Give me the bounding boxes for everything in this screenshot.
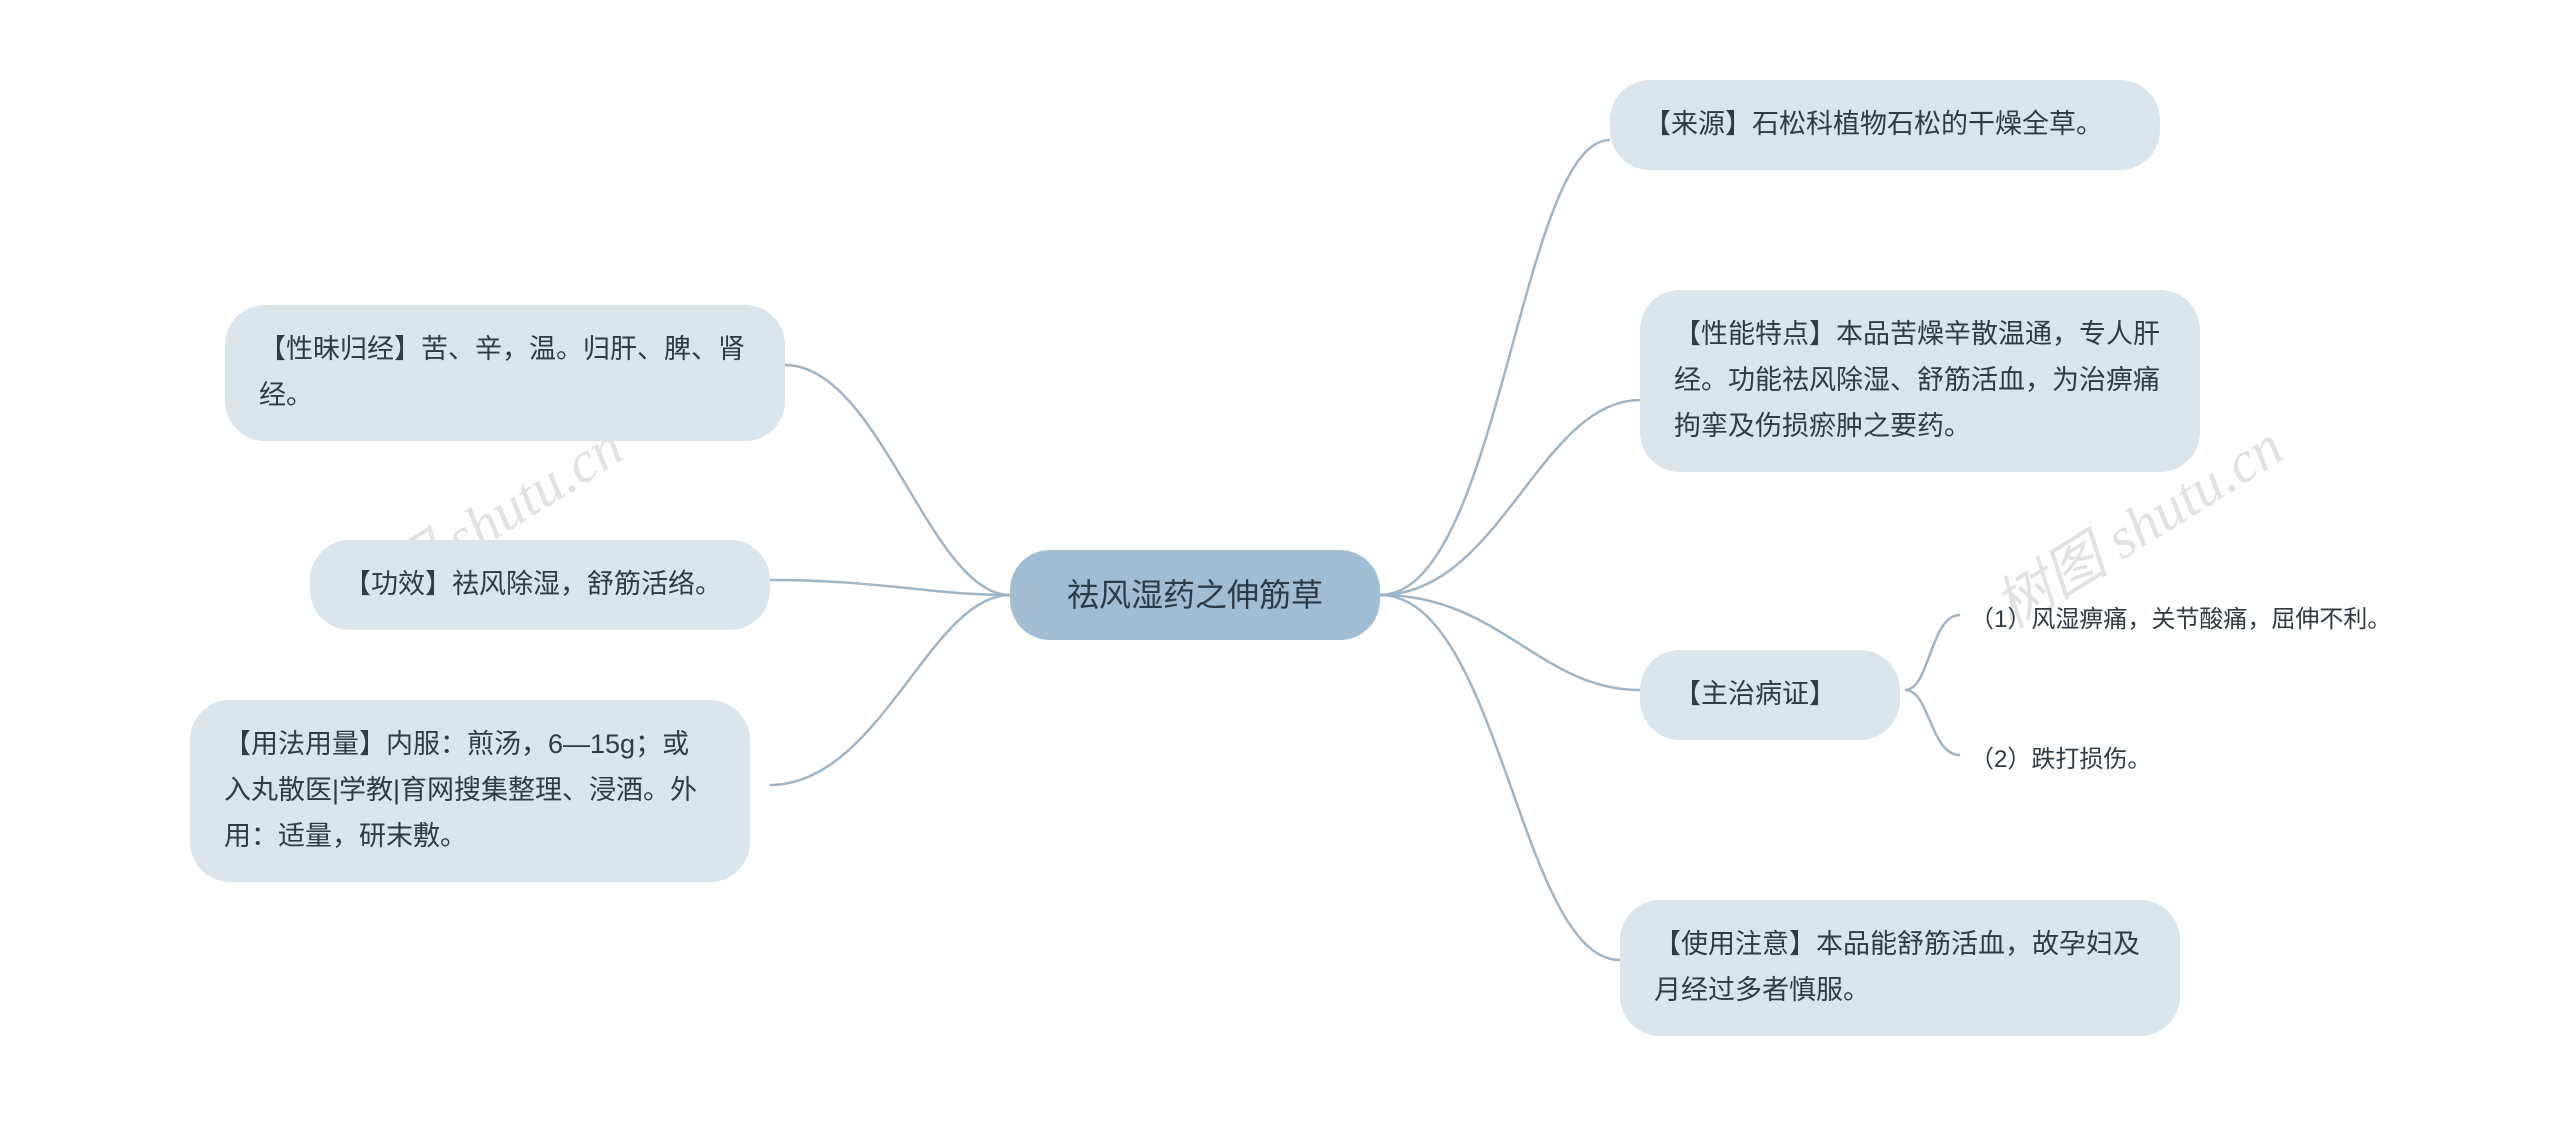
- branch-label: 【使用注意】本品能舒筋活血，故孕妇及月经过多者慎服。: [1654, 922, 2146, 1014]
- branch-xingneng[interactable]: 【性能特点】本品苦燥辛散温通，专人肝经。功能祛风除湿、舒筋活血，为治痹痛拘挛及伤…: [1640, 290, 2200, 472]
- branch-zhuzhi[interactable]: 【主治病证】: [1640, 650, 1900, 740]
- branch-label: 【用法用量】内服：煎汤，6—15g；或入丸散医|学教|育网搜集整理、浸酒。外用：…: [224, 722, 716, 860]
- branch-label: 【主治病证】: [1674, 672, 1836, 718]
- branch-label: 【功效】祛风除湿，舒筋活络。: [344, 562, 722, 608]
- leaf-label: （1）风湿痹痛，关节酸痛，屈伸不利。: [1970, 600, 2391, 641]
- branch-yongfa[interactable]: 【用法用量】内服：煎汤，6—15g；或入丸散医|学教|育网搜集整理、浸酒。外用：…: [190, 700, 750, 882]
- branch-laiyuan[interactable]: 【来源】石松科植物石松的干燥全草。: [1610, 80, 2160, 170]
- branch-zhuyi[interactable]: 【使用注意】本品能舒筋活血，故孕妇及月经过多者慎服。: [1620, 900, 2180, 1036]
- branch-xingwei[interactable]: 【性昧归经】苦、辛，温。归肝、脾、肾经。: [225, 305, 785, 441]
- branch-gongxiao[interactable]: 【功效】祛风除湿，舒筋活络。: [310, 540, 770, 630]
- leaf-zhuzhi-1: （1）风湿痹痛，关节酸痛，屈伸不利。: [1970, 600, 2391, 641]
- mindmap-canvas: 树图 shutu.cn 树图 shutu.cn 祛风湿药之伸筋草 【性昧归经】苦…: [0, 0, 2560, 1148]
- root-label: 祛风湿药之伸筋草: [1067, 568, 1323, 622]
- root-node[interactable]: 祛风湿药之伸筋草: [1010, 550, 1380, 640]
- branch-label: 【来源】石松科植物石松的干燥全草。: [1644, 102, 2103, 148]
- branch-label: 【性能特点】本品苦燥辛散温通，专人肝经。功能祛风除湿、舒筋活血，为治痹痛拘挛及伤…: [1674, 312, 2166, 450]
- leaf-label: （2）跌打损伤。: [1970, 740, 2151, 781]
- branch-label: 【性昧归经】苦、辛，温。归肝、脾、肾经。: [259, 327, 751, 419]
- leaf-zhuzhi-2: （2）跌打损伤。: [1970, 740, 2151, 781]
